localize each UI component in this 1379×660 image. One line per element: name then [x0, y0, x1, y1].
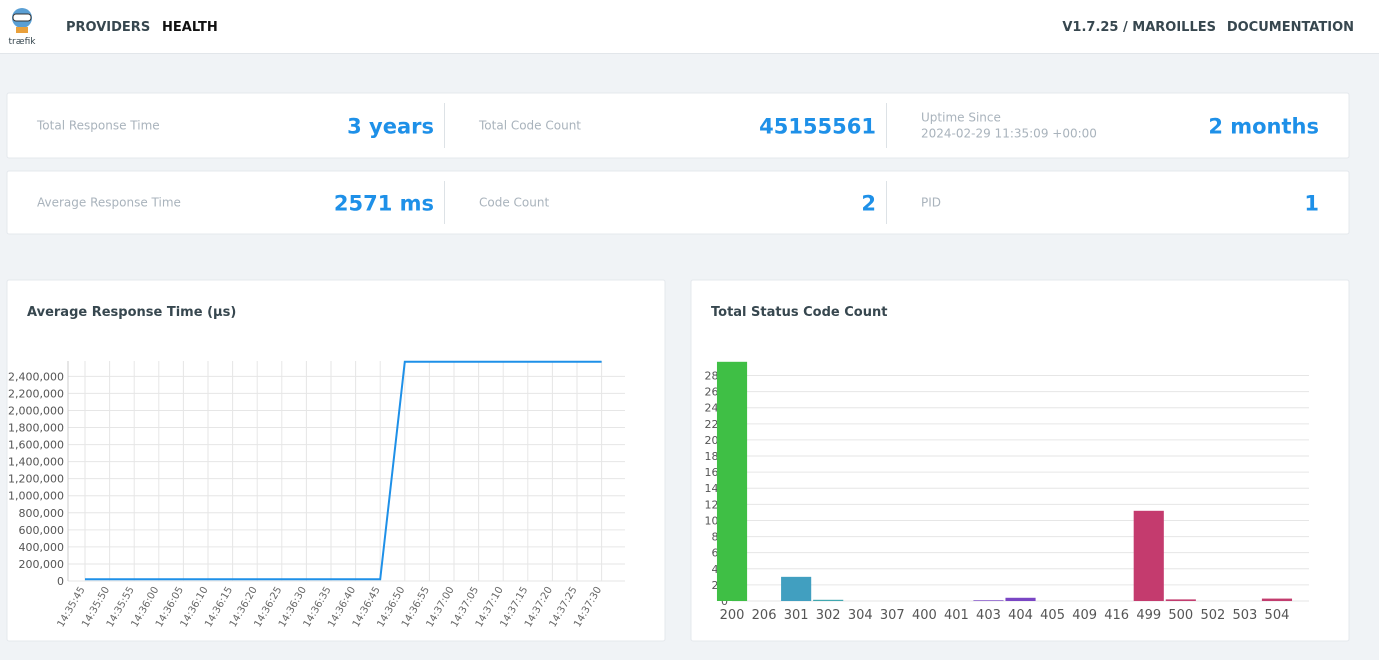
y-tick-label: 2,200,000	[8, 387, 64, 400]
x-tick-label: 504	[1265, 608, 1290, 623]
stat-label: PID	[921, 196, 941, 210]
y-tick-label: 0	[721, 595, 728, 608]
logo-text: træfik	[9, 37, 37, 47]
nav-link[interactable]: HEALTH	[162, 20, 218, 35]
bar	[781, 576, 812, 601]
x-tick-label: 302	[816, 608, 841, 623]
x-tick-label: 301	[784, 608, 809, 623]
x-tick-label: 404	[1008, 608, 1033, 623]
stat-label: Uptime Since	[921, 111, 1001, 125]
bar	[1005, 597, 1036, 601]
x-tick-label: 304	[848, 608, 873, 623]
x-tick-label: 409	[1072, 608, 1097, 623]
stat-sub: 2024-02-29 11:35:09 +00:00	[921, 127, 1097, 141]
nav-link[interactable]: DOCUMENTATION	[1227, 20, 1354, 35]
y-tick-label: 600,000	[19, 524, 65, 537]
x-tick-label: 400	[912, 608, 937, 623]
x-tick-label: 401	[944, 608, 969, 623]
x-tick-label: 405	[1040, 608, 1065, 623]
x-tick-label: 503	[1233, 608, 1258, 623]
chart-card	[6, 279, 666, 642]
x-tick-label: 200	[720, 608, 745, 623]
bar	[1261, 598, 1293, 601]
stat-label: Average Response Time	[37, 196, 181, 210]
bar	[716, 361, 748, 601]
stat-value: 45155561	[759, 115, 876, 139]
x-tick-label: 307	[880, 608, 905, 623]
stat-card	[6, 170, 1350, 235]
logo-body	[16, 27, 28, 33]
x-tick-label: 403	[976, 608, 1001, 623]
y-tick-label: 400,000	[19, 541, 65, 554]
chart-title: Average Response Time (µs)	[27, 305, 236, 320]
y-tick-label: 200,000	[19, 558, 65, 571]
bar	[973, 600, 1004, 601]
chart-title: Total Status Code Count	[711, 305, 887, 320]
nav-link[interactable]: PROVIDERS	[66, 20, 150, 35]
stat-value: 2571 ms	[334, 192, 434, 216]
x-tick-label: 499	[1136, 608, 1161, 623]
stat-label: Total Response Time	[36, 119, 160, 133]
header-bar	[0, 0, 1379, 53]
bar	[813, 599, 844, 601]
x-tick-label: 500	[1168, 608, 1193, 623]
y-tick-label: 1,800,000	[8, 422, 64, 435]
stat-value: 3 years	[347, 115, 434, 139]
y-tick-label: 1,600,000	[8, 439, 64, 452]
version[interactable]: V1.7.25 / MAROILLES	[1062, 20, 1216, 35]
bar	[1133, 510, 1164, 601]
x-tick-label: 206	[752, 608, 777, 623]
stat-value: 1	[1304, 192, 1319, 216]
stat-label: Code Count	[479, 196, 549, 210]
y-tick-label: 2,000,000	[8, 404, 64, 417]
y-tick-label: 1,000,000	[8, 490, 64, 503]
stat-value: 2	[861, 192, 876, 216]
logo-goggles	[12, 13, 32, 22]
stat-card	[6, 92, 1350, 159]
y-tick-label: 2,400,000	[8, 370, 64, 383]
stat-label: Total Code Count	[478, 119, 581, 133]
bar	[1165, 599, 1196, 601]
y-tick-label: 1,400,000	[8, 456, 64, 469]
line-series	[85, 360, 602, 581]
x-tick-label: 502	[1200, 608, 1225, 623]
y-tick-label: 0	[57, 575, 64, 588]
stat-value: 2 months	[1208, 115, 1319, 139]
y-tick-label: 1,200,000	[8, 473, 64, 486]
x-tick-label: 416	[1104, 608, 1129, 623]
chart-card	[690, 279, 1350, 642]
y-tick-label: 800,000	[19, 507, 65, 520]
logo[interactable]: træfik	[9, 8, 37, 47]
